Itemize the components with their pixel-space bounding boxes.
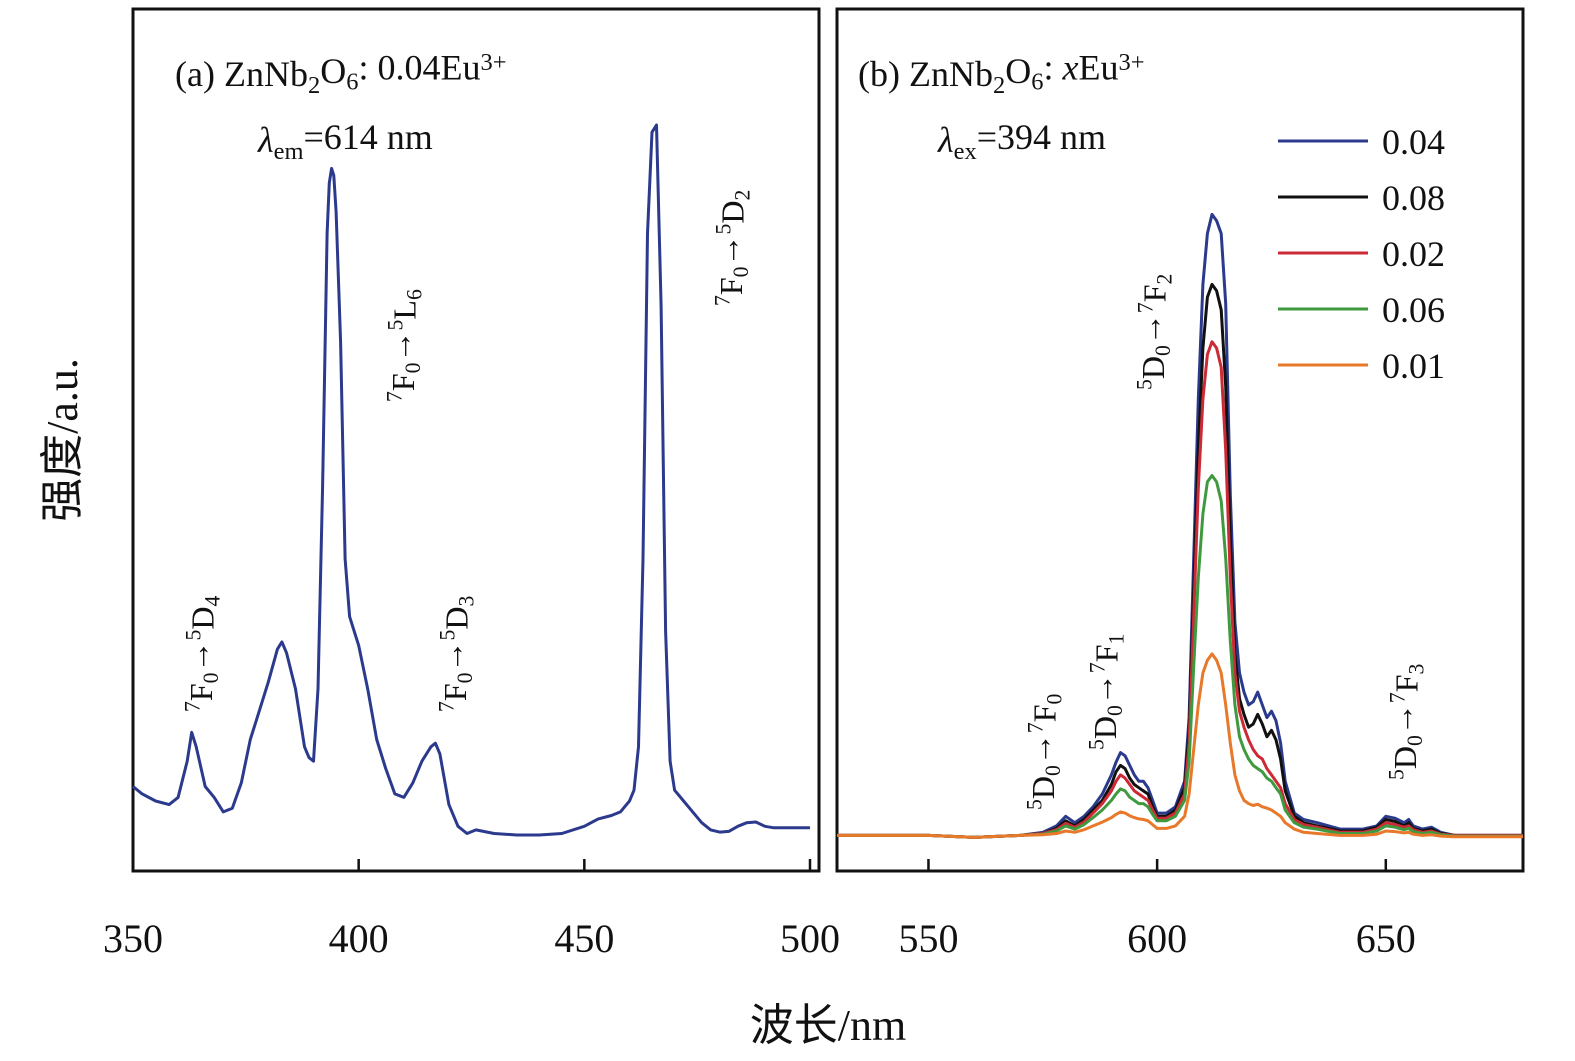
y-axis-title: 强度/a.u.: [38, 358, 87, 522]
monitor-wavelength: λem=614 nm: [257, 117, 433, 165]
panel-b-frame: [835, 7, 1525, 873]
legend-label: 0.06: [1382, 290, 1445, 330]
transition-annotation: 7F0→5D4: [180, 595, 224, 712]
panel-b-ticks: 550 600 650: [898, 859, 1416, 961]
transition-annotation: 5D0→7F2: [1132, 274, 1176, 390]
transition-annotation: 5D0→7F0: [1022, 693, 1066, 810]
panel-a: 350 400 450 500 (a) ZnNb2O6: 0.04Eu3+ λem=61…: [103, 7, 840, 961]
x-tick-label: 600: [1127, 916, 1187, 961]
transition-annotation: 7F0→5D3: [434, 595, 478, 712]
series-line-0.08: [837, 282, 1523, 839]
transition-annotation: 7F0→5D2: [710, 190, 754, 306]
x-tick-label: 350: [103, 916, 163, 961]
panel-b: 550 600 650 (b) ZnNb2O6: xEu3+ λex=394 nm 5D…: [835, 7, 1525, 961]
x-tick-label: 500: [780, 916, 840, 961]
legend-label: 0.08: [1382, 178, 1445, 218]
x-tick-label: 650: [1356, 916, 1416, 961]
series-line: [132, 123, 810, 837]
series-line-0.04: [837, 212, 1523, 839]
legend-label: 0.04: [1382, 122, 1445, 162]
panel-title: (b) ZnNb2O6: xEu3+: [858, 48, 1145, 99]
series-line-0.01: [837, 652, 1523, 839]
x-axis-title: 波长/nm: [750, 1001, 906, 1050]
panel-a-text: (a) ZnNb2O6: 0.04Eu3+ λem=614 nm 7F0→5D4 7F…: [175, 48, 754, 712]
transition-annotation: 5D0→7F1: [1084, 634, 1128, 750]
x-tick-label: 400: [329, 916, 389, 961]
panel-a-curves: [132, 123, 810, 837]
series-line-0.06: [837, 474, 1523, 839]
panel-title: (a) ZnNb2O6: 0.04Eu3+: [175, 48, 507, 99]
legend: 0.04 0.08 0.02 0.06 0.01: [1278, 122, 1445, 386]
panel-a-frame: [131, 7, 821, 873]
series-line-0.02: [837, 340, 1523, 839]
panel-b-curves: [837, 212, 1523, 839]
legend-label: 0.02: [1382, 234, 1445, 274]
x-tick-label: 450: [554, 916, 614, 961]
transition-annotation: 5D0→7F3: [1384, 663, 1428, 780]
panel-b-text: (b) ZnNb2O6: xEu3+ λex=394 nm 5D0→7F0 5D0→7…: [858, 48, 1428, 810]
monitor-wavelength: λex=394 nm: [937, 117, 1106, 165]
legend-label: 0.01: [1382, 346, 1445, 386]
panel-a-ticks: 350 400 450 500: [103, 859, 840, 961]
x-tick-label: 550: [898, 916, 958, 961]
transition-annotation: 7F0→5L6: [382, 289, 426, 402]
